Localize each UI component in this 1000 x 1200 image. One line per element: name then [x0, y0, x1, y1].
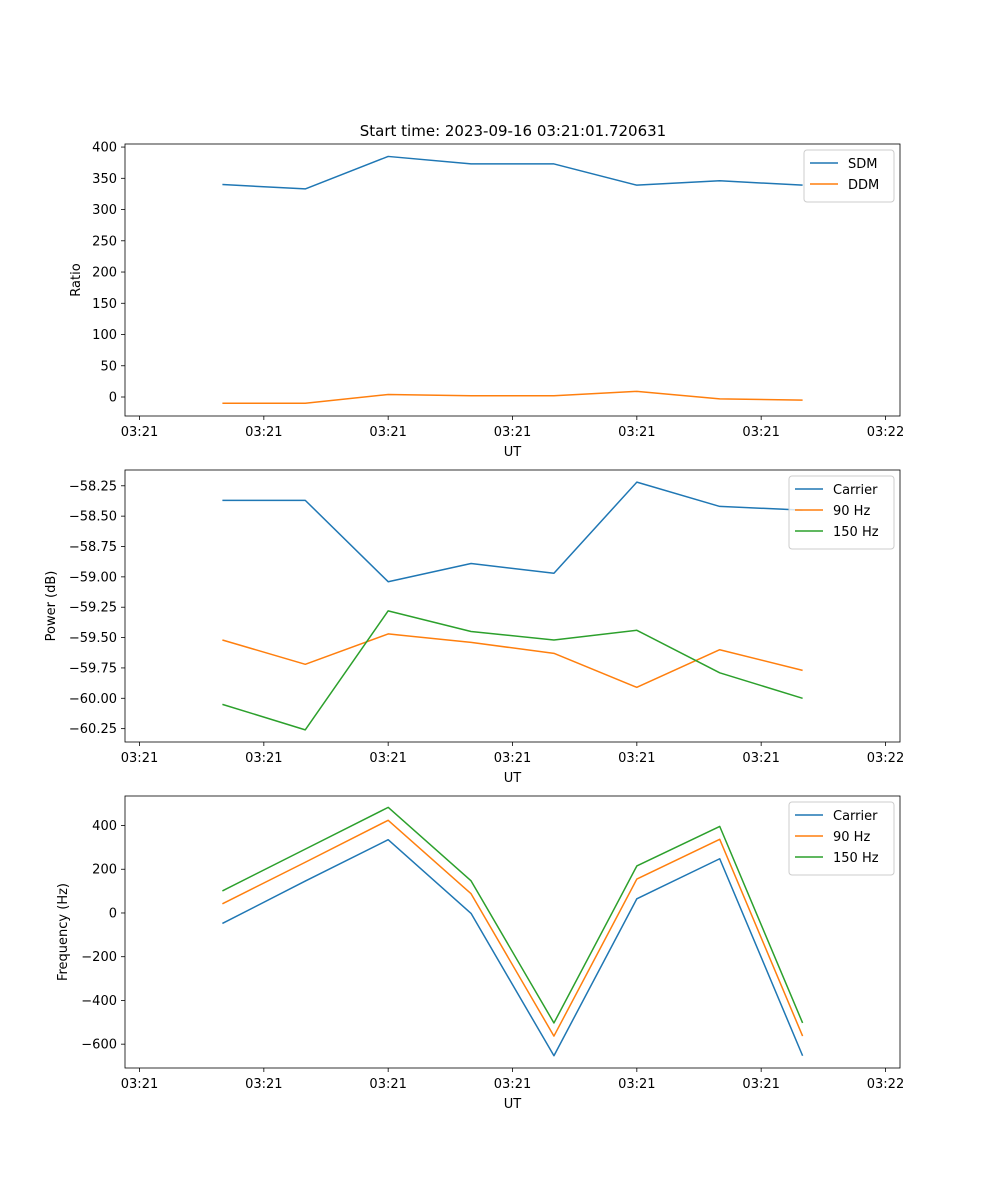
legend-label-90-hz: 90 Hz [833, 830, 870, 845]
figure-title: Start time: 2023-09-16 03:21:01.720631 [360, 122, 666, 140]
x-axis-label: UT [504, 771, 522, 786]
x-tick-label: 03:22 [867, 751, 904, 766]
y-tick-label: −59.00 [69, 570, 117, 585]
panel-2: 03:21 03:21 03:21 03:21 03:21 03:21 03:22 −58.2… [44, 469, 904, 786]
y-tick-label: −600 [81, 1038, 117, 1053]
legend-label-sdm: SDM [848, 157, 877, 172]
x-tick-label: 03:21 [494, 751, 531, 766]
panels: 03:21 03:21 03:21 03:21 03:21 03:21 03:22 0 50 10… [44, 141, 904, 1112]
x-tick-label: 03:21 [245, 425, 282, 440]
series-line-150-hz [222, 610, 803, 731]
series-line-90-hz [222, 633, 803, 689]
y-tick-label: −59.75 [69, 661, 117, 676]
y-tick-label: −58.25 [69, 479, 117, 494]
legend: SDM DDM [803, 149, 895, 203]
y-tick-label: −400 [81, 994, 117, 1009]
x-tick-label: 03:21 [121, 425, 158, 440]
y-axis-label: Ratio [69, 263, 84, 296]
y-tick-label: 250 [92, 234, 117, 249]
x-tick-label: 03:21 [742, 751, 779, 766]
series-line-carrier [222, 838, 804, 1057]
y-tick-label: 0 [109, 906, 117, 921]
legend-label-carrier: Carrier [833, 483, 878, 498]
panel-3: 03:21 03:21 03:21 03:21 03:21 03:21 03:22 −600 −… [56, 795, 904, 1112]
x-tick-label: 03:21 [494, 425, 531, 440]
y-tick-label: −58.50 [69, 510, 117, 525]
y-tick-label: 200 [92, 863, 117, 878]
y-tick-label: −58.75 [69, 540, 117, 555]
x-tick-label: 03:21 [618, 425, 655, 440]
x-tick-label: 03:22 [867, 1077, 904, 1092]
y-tick-label: 400 [92, 141, 117, 156]
y-tick-label: 300 [92, 203, 117, 218]
series-line-90-hz [222, 819, 804, 1037]
series-line-carrier [222, 481, 803, 583]
legend-label-150-hz: 150 Hz [833, 525, 879, 540]
y-axis-label: Power (dB) [44, 571, 59, 642]
x-tick-label: 03:21 [618, 751, 655, 766]
x-tick-label: 03:21 [369, 1077, 406, 1092]
x-tick-label: 03:21 [618, 1077, 655, 1092]
y-tick-label: 200 [92, 266, 117, 281]
y-tick-label: 350 [92, 172, 117, 187]
x-tick-label: 03:21 [121, 751, 158, 766]
y-tick-label: −60.00 [69, 692, 117, 707]
y-tick-label: 0 [109, 391, 117, 406]
y-tick-label: 100 [92, 328, 117, 343]
series-line-ddm [222, 390, 803, 405]
x-tick-label: 03:21 [369, 751, 406, 766]
y-axis-label: Frequency (Hz) [56, 883, 71, 981]
x-tick-label: 03:21 [742, 425, 779, 440]
legend-label-150-hz: 150 Hz [833, 851, 879, 866]
y-tick-label: 400 [92, 819, 117, 834]
legend-label-90-hz: 90 Hz [833, 504, 870, 519]
x-tick-label: 03:21 [494, 1077, 531, 1092]
y-tick-label: −200 [81, 950, 117, 965]
y-tick-label: 150 [92, 297, 117, 312]
y-tick-label: −59.50 [69, 631, 117, 646]
y-tick-label: −60.25 [69, 722, 117, 737]
x-tick-label: 03:21 [121, 1077, 158, 1092]
panel-1: 03:21 03:21 03:21 03:21 03:21 03:21 03:22 0 50 10… [69, 141, 904, 460]
legend-label-ddm: DDM [848, 178, 879, 193]
series-line-sdm [222, 155, 803, 190]
x-tick-label: 03:21 [245, 1077, 282, 1092]
series-line-150-hz [222, 806, 804, 1024]
x-tick-label: 03:21 [245, 751, 282, 766]
x-tick-label: 03:21 [742, 1077, 779, 1092]
legend: Carrier 90 Hz 150 Hz [788, 801, 895, 876]
legend-label-carrier: Carrier [833, 809, 878, 824]
legend: Carrier 90 Hz 150 Hz [788, 475, 895, 550]
y-tick-label: −59.25 [69, 601, 117, 616]
x-tick-label: 03:21 [369, 425, 406, 440]
x-tick-label: 03:22 [867, 425, 904, 440]
y-tick-label: 50 [100, 359, 117, 374]
x-axis-label: UT [504, 1097, 522, 1112]
x-axis-label: UT [504, 445, 522, 460]
